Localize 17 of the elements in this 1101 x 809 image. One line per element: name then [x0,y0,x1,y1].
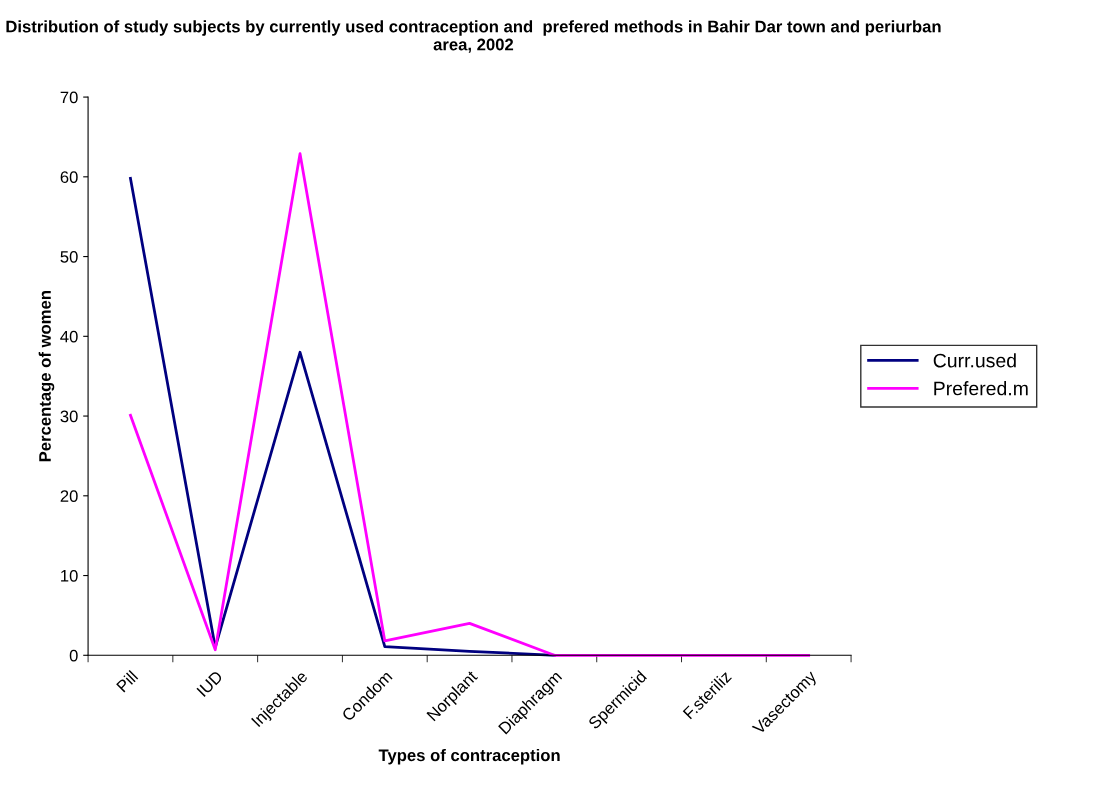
x-axis-title: Types of contraception [378,748,560,765]
y-axis-title: Percentage of women [38,291,55,462]
chart-title: Distribution of study subjects by currently used contraception and prefered methods in Bahir Dar town and periurban area, 2002 [6,20,941,53]
y-tick-label: 60 [60,171,78,184]
line-series [129,152,811,657]
y-tick-label: 50 [60,250,78,263]
line-series [129,177,556,657]
x-tick-label: Pill [115,669,139,693]
y-tick-label: 30 [60,410,78,423]
x-tick-label: IUD [196,670,224,698]
y-tick-label: 0 [69,649,78,662]
y-tick-label: 20 [60,490,78,502]
legend-label: Curr.used [933,353,1016,368]
y-tick-label: 10 [61,569,78,582]
legend-label: Prefered.m [934,381,1028,396]
y-tick-label: 70 [60,91,78,104]
y-tick-label: 40 [60,330,78,343]
